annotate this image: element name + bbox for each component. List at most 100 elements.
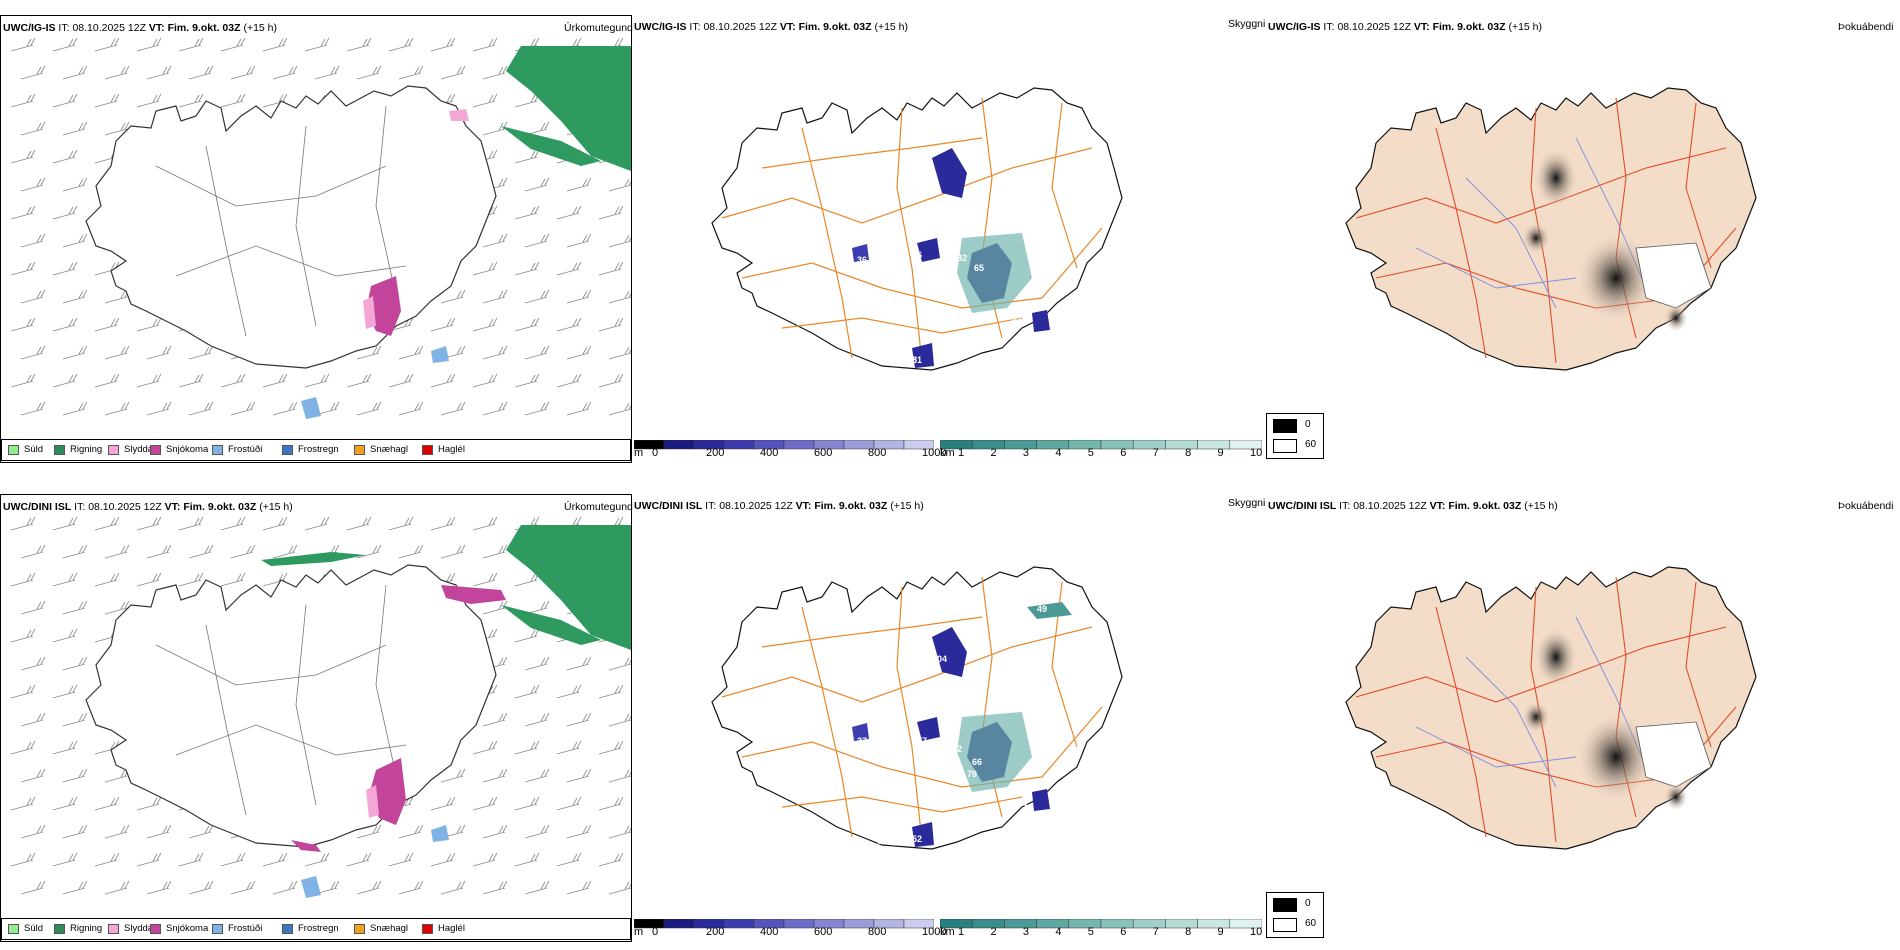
legend-label: Snjókoma [166, 444, 209, 455]
colorbar-cell [783, 439, 815, 450]
colorbar-cell [971, 918, 1005, 929]
colorbar-tick: 6 [1120, 926, 1127, 938]
valid-time-value: Fim. 9.okt. 03Z [183, 501, 257, 513]
fog-legend-label: 60 [1305, 918, 1317, 929]
precip-type-map [10, 37, 634, 419]
colorbar-cell [1036, 918, 1070, 929]
colorbar-tick: 8 [1185, 926, 1192, 938]
colorbar-tick: 10 [1250, 926, 1263, 938]
valid-time-label: VT: [1413, 21, 1430, 33]
colorbar-tick: 3 [1022, 926, 1029, 938]
valid-time-value: Fim. 9.okt. 03Z [1432, 21, 1506, 33]
precip-type-legend: Súld Rigning Slydda Snjókoma Frostúði Frostre… [1, 918, 631, 940]
legend-label: Frostregn [298, 444, 339, 455]
panel-label-visibility: Skyggni [1228, 18, 1266, 30]
panel-label-visibility: Skyggni [1228, 497, 1266, 509]
legend-swatch [212, 444, 223, 455]
legend-swatch [422, 444, 433, 455]
legend-swatch [354, 923, 365, 934]
fog-index-panel: UWC/IG-IS IT: 08.10.2025 12Z VT: Fim. 9.… [1266, 15, 1900, 470]
fog-index-panel: UWC/DINI ISL IT: 08.10.2025 12Z VT: Fim.… [1266, 494, 1900, 949]
panel-title-visibility: UWC/DINI ISL IT: 08.10.2025 12Z VT: Fim.… [634, 500, 924, 512]
colorbar-tick: 4 [1055, 926, 1062, 938]
colorbar-unit: km [940, 447, 955, 459]
legend-label: Rigning [70, 923, 103, 934]
panel-label-precip: Úrkomutegund [564, 22, 633, 34]
visibility-number: 89 [930, 185, 940, 195]
visibility-number: 78 [907, 355, 917, 365]
model-name: UWC/DINI ISL [1268, 500, 1337, 512]
legend-label: Haglél [438, 444, 465, 455]
fog-legend-swatch [1273, 419, 1297, 433]
colorbar-unit: m [634, 926, 644, 938]
visibility-number: 77 [917, 736, 927, 746]
visibility-number: 49 [1037, 604, 1047, 614]
legend-swatch [54, 444, 65, 455]
visibility-number: 104 [932, 654, 947, 664]
panel-title-fog: UWC/DINI ISL IT: 08.10.2025 12Z VT: Fim.… [1268, 500, 1558, 512]
valid-time-label: VT: [164, 501, 181, 513]
visibility-number: 72 [952, 744, 962, 754]
colorbar-unit: km [940, 926, 955, 938]
colorbar-cell [723, 918, 755, 929]
fog-index-map [1345, 566, 1757, 850]
colorbar-tick: 1000 [922, 926, 947, 938]
legend-item: Slydda [108, 444, 153, 455]
legend-swatch [8, 444, 19, 455]
legend-item: Haglél [422, 444, 465, 455]
init-time-value: 08.10.2025 12Z [719, 500, 793, 512]
colorbar-tick: 1 [958, 447, 965, 459]
lead-time: (+15 h) [243, 22, 278, 34]
legend-item: Snjókoma [150, 444, 208, 455]
init-time-value: 08.10.2025 12Z [72, 22, 146, 34]
legend-label: Slydda [124, 923, 154, 934]
visibility-number: 41 [1012, 315, 1022, 325]
visibility-number: 51 [912, 355, 922, 365]
model-name: UWC/IG-IS [634, 21, 687, 33]
valid-time-label: VT: [779, 21, 796, 33]
legend-swatch [108, 923, 119, 934]
legend-item: Frostúði [212, 923, 262, 934]
legend-item: Slydda [108, 923, 153, 934]
colorbar-cell [1068, 918, 1102, 929]
valid-time-value: Fim. 9.okt. 03Z [814, 500, 888, 512]
colorbar-cell [1004, 918, 1037, 929]
legend-label: Súld [24, 923, 44, 934]
visibility-map: 104 77 37 72 66 79 78 52 01 44 49 [711, 566, 1123, 850]
lead-time: (+15 h) [1508, 21, 1543, 33]
colorbar-tick: 5 [1087, 926, 1094, 938]
colorbar-cell [1068, 439, 1102, 450]
legend-item: Haglél [422, 923, 465, 934]
fog-legend-swatch [1273, 439, 1297, 453]
colorbar-tick: 10 [1250, 447, 1263, 459]
colorbar-cell [1197, 439, 1231, 450]
legend-swatch [150, 444, 161, 455]
visibility-number: 78 [907, 814, 917, 824]
init-time-label: IT: [1339, 500, 1351, 512]
colorbar-cell [783, 918, 815, 929]
colorbar-tick: 800 [868, 926, 887, 938]
vis-bar-colorbar: km 1 2 3 4 5 6 7 8 9 10 [939, 437, 1262, 459]
model-name: UWC/IG-IS [1268, 21, 1321, 33]
legend-label: Snjókoma [166, 923, 209, 934]
fog-legend-label: 60 [1305, 439, 1317, 450]
legend-label: Rigning [70, 444, 103, 455]
colorbar-cell [723, 439, 755, 450]
ceiling-bar-colorbar: m 0 200 400 600 800 1000 [633, 437, 946, 459]
visibility-number: 37 [857, 736, 867, 746]
colorbar-tick: 600 [814, 926, 833, 938]
colorbar-cell [1197, 918, 1231, 929]
lead-time: (+15 h) [1524, 500, 1558, 512]
colorbar-tick: 2 [990, 447, 997, 459]
colorbar-tick: 9 [1217, 447, 1224, 459]
colorbar-tick: 800 [868, 447, 887, 459]
colorbar-tick: 4 [1055, 447, 1062, 459]
legend-item: Frostregn [282, 923, 339, 934]
init-time-value: 08.10.2025 12Z [1353, 500, 1427, 512]
visibility-number: 76 [912, 250, 922, 260]
fog-legend: 0 60 [1266, 413, 1324, 459]
legend-item: Súld [8, 444, 43, 455]
vis-bar-colorbar: km 1 2 3 4 5 6 7 8 9 10 [939, 916, 1262, 938]
colorbar-tick: 2 [990, 926, 997, 938]
precip-type-map [10, 516, 634, 898]
